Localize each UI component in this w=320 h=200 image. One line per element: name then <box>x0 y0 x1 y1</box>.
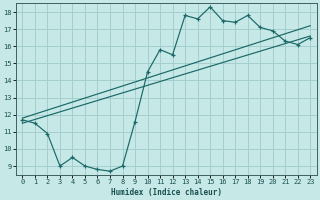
X-axis label: Humidex (Indice chaleur): Humidex (Indice chaleur) <box>111 188 222 197</box>
